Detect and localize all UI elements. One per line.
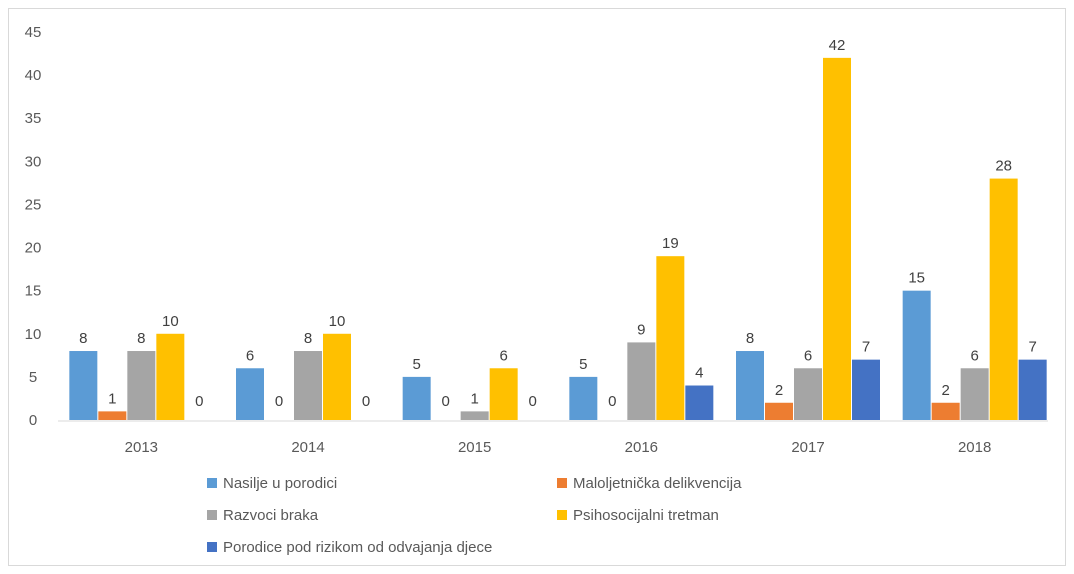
x-tick-label-2014: 2014 [291, 439, 324, 456]
y-tick-label-0: 0 [29, 412, 37, 429]
x-tick-label-2016: 2016 [625, 439, 658, 456]
data-label-2016-series-4: 19 [662, 235, 679, 252]
bar-2017-series-2 [765, 402, 793, 420]
data-label-2015-series-5: 0 [528, 393, 536, 410]
x-axis: 2013 2014 2015 2016 2017 2018 [58, 420, 1048, 456]
y-tick-label-40: 40 [25, 67, 42, 84]
bar-2016-series-5 [685, 385, 714, 420]
data-label-2013-series-1: 8 [79, 330, 87, 347]
data-label-2015-series-2: 0 [441, 393, 449, 410]
data-labels: 8 1 8 10 0 6 0 8 10 0 5 0 1 6 0 5 0 9 19 4 8 2 6 42 7 15 2 6 28 7 [79, 37, 1037, 410]
x-tick-label-2018: 2018 [958, 439, 991, 456]
legend-label-4: Psihosocijalni tretman [573, 507, 719, 524]
bar-2017-series-5 [852, 359, 880, 420]
data-label-2017-series-2: 2 [775, 382, 783, 399]
data-label-2016-series-2: 0 [608, 393, 616, 410]
bar-2015-series-3 [460, 411, 489, 420]
data-label-2018-series-1: 15 [908, 270, 925, 287]
bar-2014-series-1 [236, 368, 264, 420]
y-tick-label-45: 45 [25, 24, 42, 41]
legend: Nasilje u porodici Maloljetnička delikven… [207, 475, 742, 556]
y-tick-label-10: 10 [25, 326, 42, 343]
bar-2017-series-3 [794, 368, 822, 420]
bar-2013-series-1 [69, 351, 98, 420]
data-label-2013-series-3: 8 [137, 330, 145, 347]
y-tick-label-35: 35 [25, 110, 42, 127]
data-label-2017-series-5: 7 [862, 339, 870, 356]
data-label-2017-series-4: 42 [829, 37, 846, 54]
data-label-2014-series-1: 6 [246, 347, 254, 364]
bar-2013-series-3 [127, 351, 156, 420]
data-label-2014-series-5: 0 [362, 393, 370, 410]
data-label-2015-series-3: 1 [470, 390, 478, 407]
bar-2016-series-3 [627, 342, 656, 420]
bar-2013-series-4 [156, 333, 185, 420]
bar-2018-series-5 [1018, 359, 1047, 420]
y-tick-label-15: 15 [25, 283, 42, 300]
y-tick-label-5: 5 [29, 369, 37, 386]
data-label-2017-series-3: 6 [804, 347, 812, 364]
bar-2017-series-1 [736, 351, 764, 420]
legend-swatch-4 [557, 510, 567, 520]
data-label-2018-series-3: 6 [970, 347, 978, 364]
data-label-2016-series-3: 9 [637, 321, 645, 338]
bar-2018-series-3 [960, 368, 989, 420]
legend-swatch-2 [557, 478, 567, 488]
bar-2015-series-4 [489, 368, 518, 420]
y-axis: 0 5 10 15 20 25 30 35 40 45 [25, 24, 42, 429]
legend-swatch-3 [207, 510, 217, 520]
y-tick-label-30: 30 [25, 153, 42, 170]
y-tick-label-20: 20 [25, 240, 42, 257]
data-label-2015-series-4: 6 [499, 347, 507, 364]
data-label-2018-series-2: 2 [941, 382, 949, 399]
data-label-2018-series-5: 7 [1028, 339, 1036, 356]
legend-label-3: Razvoci braka [223, 507, 319, 524]
data-label-2013-series-5: 0 [195, 393, 203, 410]
legend-swatch-5 [207, 542, 217, 552]
data-label-2014-series-3: 8 [304, 330, 312, 347]
data-label-2017-series-1: 8 [746, 330, 754, 347]
bar-2017-series-4 [823, 57, 851, 420]
bar-2014-series-3 [294, 351, 322, 420]
x-tick-label-2015: 2015 [458, 439, 491, 456]
data-label-2014-series-2: 0 [275, 393, 283, 410]
x-tick-label-2017: 2017 [791, 439, 824, 456]
bars [69, 57, 1047, 420]
chart-frame [8, 8, 1066, 566]
y-tick-label-25: 25 [25, 196, 42, 213]
legend-swatch-1 [207, 478, 217, 488]
bar-2018-series-1 [902, 290, 931, 420]
data-label-2018-series-4: 28 [995, 158, 1012, 175]
bar-2016-series-1 [569, 376, 598, 420]
data-label-2016-series-5: 4 [695, 365, 703, 382]
bar-2016-series-4 [656, 256, 685, 420]
legend-label-5: Porodice pod rizikom od odvajanja djece [223, 539, 492, 556]
data-label-2013-series-4: 10 [162, 313, 179, 330]
bar-2015-series-1 [402, 376, 431, 420]
data-label-2014-series-4: 10 [329, 313, 346, 330]
bar-2018-series-2 [931, 402, 960, 420]
bar-2014-series-4 [323, 333, 351, 420]
bar-2018-series-4 [989, 178, 1018, 420]
legend-label-1: Nasilje u porodici [223, 475, 337, 492]
legend-label-2: Maloljetnička delikvencija [573, 475, 742, 492]
bar-2013-series-2 [98, 411, 127, 420]
data-label-2016-series-1: 5 [579, 356, 587, 373]
x-tick-label-2013: 2013 [125, 439, 158, 456]
data-label-2013-series-2: 1 [108, 390, 116, 407]
data-label-2015-series-1: 5 [412, 356, 420, 373]
